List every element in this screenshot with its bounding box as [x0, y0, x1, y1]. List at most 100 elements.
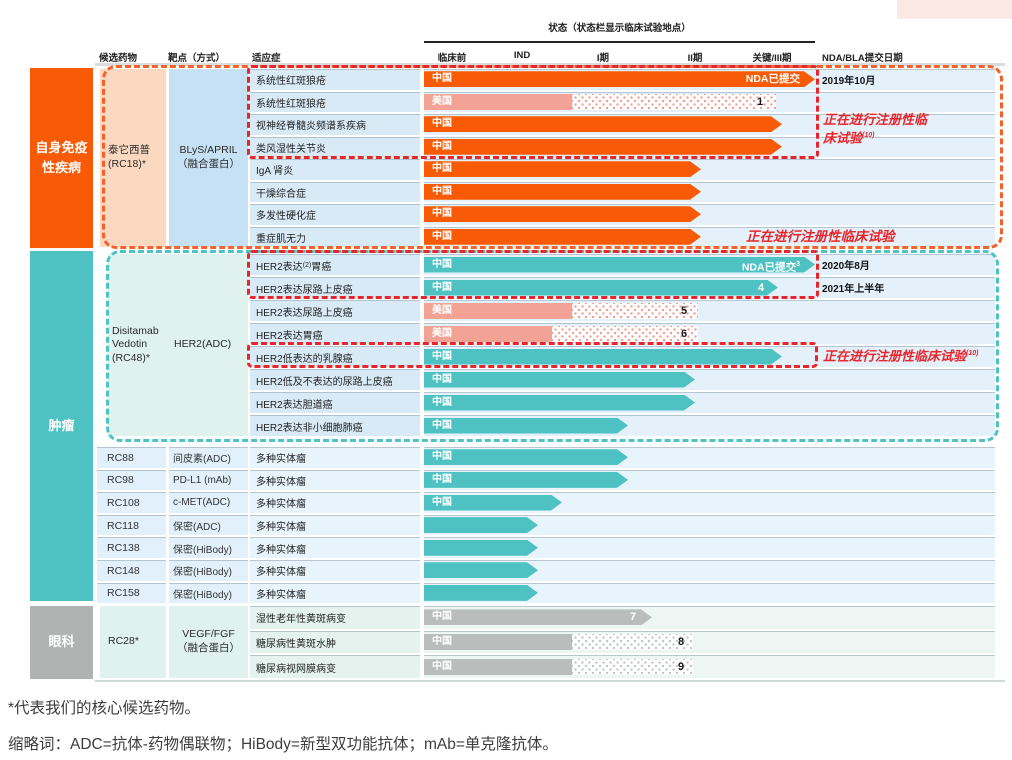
group-cell: 泰它西普 (RC18)*	[100, 69, 166, 247]
stage-track	[424, 582, 995, 604]
annotation-registration-trial: 正在进行注册性临床试验	[746, 229, 895, 244]
group-cell: BLyS/APRIL （融合蛋白）	[169, 69, 248, 247]
nda-date: 2019年10月	[822, 76, 876, 87]
progress-bar: 中国	[424, 472, 628, 488]
location-label: 美国	[432, 95, 452, 107]
progress-bar: 中国	[424, 349, 782, 365]
column-header: IND	[513, 50, 531, 61]
indication-cell: HER2表达胃癌	[250, 323, 420, 344]
progress-bar: 中国	[424, 229, 701, 245]
indication-cell: 多种实体瘤	[250, 447, 420, 468]
indication-cell: HER2低及不表达的尿路上皮癌	[250, 369, 420, 390]
progress-bar: 中国	[424, 634, 572, 651]
column-header: I期	[596, 53, 610, 64]
indication-cell: 多种实体瘤	[250, 582, 420, 604]
indication-cell: HER2表达尿路上皮癌	[250, 277, 420, 298]
indication-cell: 多种实体瘤	[250, 492, 420, 513]
stage-track	[424, 537, 995, 558]
location-label: 中国	[432, 118, 452, 130]
location-label: 中国	[432, 163, 452, 175]
stage-track	[424, 492, 995, 513]
indication-cell: 多种实体瘤	[250, 537, 420, 558]
progress-bar-planned	[552, 325, 698, 342]
indication-cell: HER2表达 (2) 胃癌	[250, 254, 420, 275]
status-group-rule	[424, 41, 815, 43]
indication-cell: 糖尿病性黄斑水肿	[250, 630, 420, 654]
location-label: 中国	[432, 73, 452, 85]
location-label: 中国	[432, 451, 452, 463]
column-header: 靶点（方式）	[168, 53, 226, 64]
progress-bar: 中国 NDA已提交3	[424, 257, 815, 273]
location-label: 中国	[432, 373, 452, 385]
target-cell: 保密(HiBody)	[169, 582, 248, 604]
progress-bar: 中国	[424, 418, 628, 434]
progress-bar: 中国	[424, 609, 652, 625]
target-cell: c-MET(ADC)	[169, 492, 248, 513]
progress-bar: 中国	[424, 395, 695, 411]
table-bottom-rule	[95, 680, 1005, 682]
column-header: 候选药物	[99, 53, 138, 64]
footnote-number: 4	[758, 281, 765, 294]
progress-bar: 中国	[424, 161, 701, 177]
location-label: 中国	[432, 396, 452, 408]
indication-cell: 多种实体瘤	[250, 560, 420, 581]
footnote-number: 8	[678, 636, 685, 649]
target-cell: 保密(ADC)	[169, 514, 248, 536]
annotation-registration-trial: 正在进行注册性临床试验(10)	[823, 348, 979, 364]
location-label: 中国	[432, 611, 452, 623]
progress-bar-planned	[572, 93, 776, 110]
stage-track	[424, 560, 995, 581]
progress-bar: 美国	[424, 302, 572, 319]
progress-bar: 中国	[424, 449, 628, 465]
stage-tip-label: NDA已提交	[745, 73, 800, 86]
footnote-number: 9	[678, 660, 685, 673]
column-header: NDA/BLA提交日期	[822, 53, 903, 64]
location-label: 美国	[432, 304, 452, 316]
indication-cell: 多种实体瘤	[250, 514, 420, 536]
location-label: 中国	[432, 258, 452, 270]
group-cell: VEGF/FGF （融合蛋白）	[169, 606, 248, 679]
indication-cell: 视神经脊髓炎频谱系疾病	[250, 114, 420, 135]
footnote-core-candidates: *代表我们的核心候选药物。	[8, 700, 201, 717]
indication-cell: 多发性硬化症	[250, 204, 420, 225]
progress-bar: 中国	[424, 280, 778, 296]
candidate-cell: RC148	[97, 560, 166, 581]
location-label: 中国	[432, 208, 452, 220]
category-block: 眼科	[30, 606, 93, 679]
progress-bar	[424, 517, 538, 533]
stage-track	[424, 514, 995, 536]
annotation-registration-trial: 正在进行注册性临床试验(10)	[823, 112, 928, 146]
progress-bar: 中国	[424, 372, 695, 388]
status-group-title: 状态（状态栏显示临床试验地点）	[548, 23, 691, 34]
table-header-rule	[95, 62, 1005, 66]
location-label: 中国	[432, 419, 452, 431]
indication-cell: HER2表达尿路上皮癌	[250, 300, 420, 321]
candidate-cell: RC108	[97, 492, 166, 513]
footnote-number: 7	[630, 611, 637, 624]
category-block: 自身免疫 性疾病	[30, 68, 93, 248]
top-right-band	[897, 0, 1012, 19]
progress-bar: 美国	[424, 325, 552, 342]
location-label: 中国	[432, 636, 452, 648]
candidate-cell: RC98	[97, 469, 166, 491]
indication-cell: 重症肌无力	[250, 226, 420, 247]
group-cell: HER2(ADC)	[166, 254, 248, 436]
footnote-number: 5	[681, 304, 688, 317]
indication-cell: 多种实体瘤	[250, 469, 420, 491]
indication-cell: 糖尿病视网膜病变	[250, 655, 420, 679]
indication-cell: 系统性红斑狼疮	[250, 91, 420, 112]
location-label: 中国	[432, 185, 452, 197]
target-cell: 保密(HiBody)	[169, 560, 248, 581]
progress-bar: 中国	[424, 116, 782, 132]
indication-cell: HER2表达非小细胞肺癌	[250, 415, 420, 436]
location-label: 中国	[432, 140, 452, 152]
indication-cell: 干燥综合症	[250, 181, 420, 202]
target-cell: 保密(HiBody)	[169, 537, 248, 558]
progress-bar: 中国	[424, 658, 572, 675]
stage-tip-label: NDA已提交3	[741, 260, 800, 273]
indication-cell: 系统性红斑狼疮	[250, 69, 420, 90]
footnote-number: 1	[757, 95, 764, 108]
location-label: 中国	[432, 660, 452, 672]
progress-bar: 美国	[424, 93, 572, 110]
